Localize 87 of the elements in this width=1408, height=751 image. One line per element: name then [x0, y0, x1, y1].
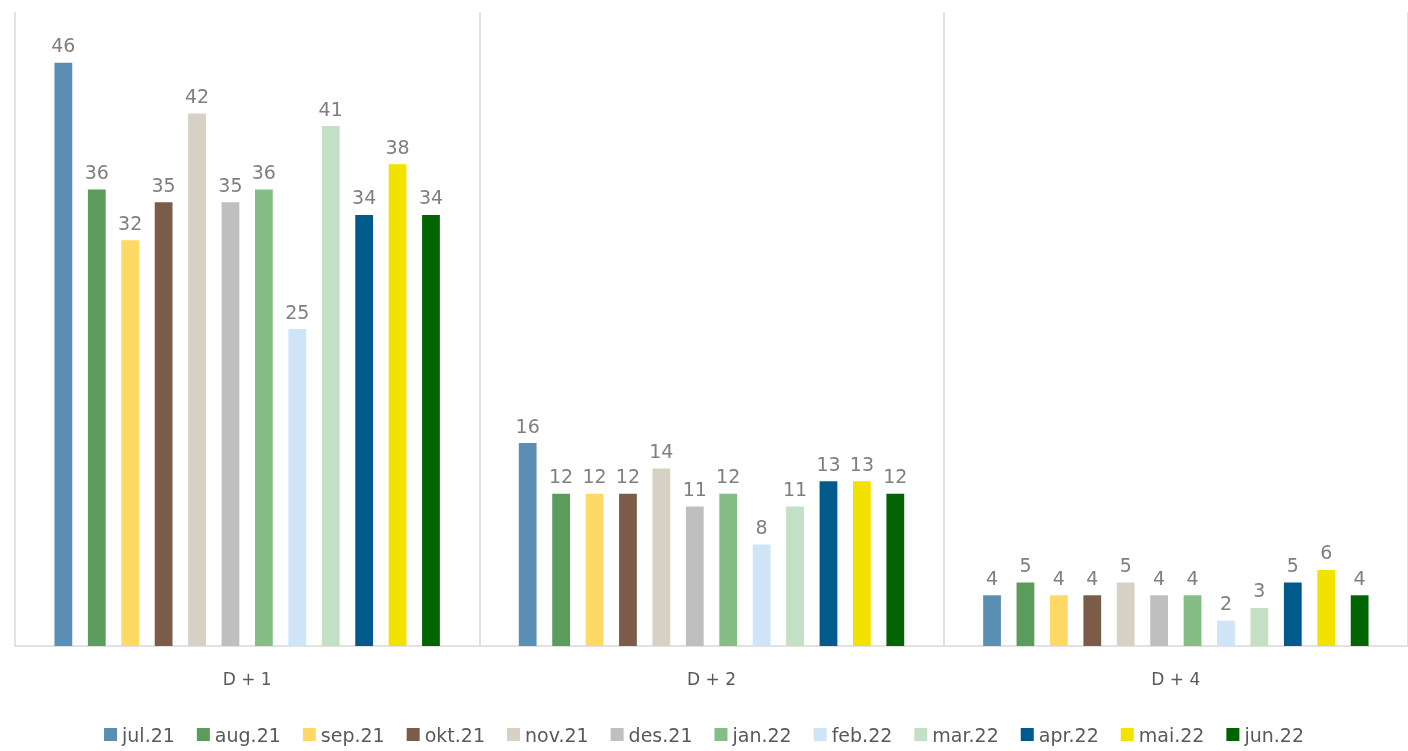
data-label: 13 — [816, 452, 841, 475]
data-label: 34 — [352, 186, 377, 209]
bar — [188, 113, 206, 646]
bar — [121, 240, 140, 646]
data-label: 25 — [285, 300, 310, 323]
x-tick-label: D + 2 — [687, 668, 736, 689]
data-label: 3 — [1253, 579, 1266, 602]
bar — [1350, 595, 1369, 646]
data-label: 4 — [1086, 566, 1099, 589]
legend-label: okt.21 — [424, 723, 485, 746]
data-label: 4 — [985, 566, 999, 589]
data-label: 2 — [1219, 592, 1233, 615]
bar — [1183, 595, 1202, 646]
data-label: 8 — [755, 516, 768, 539]
legend-label: jul.21 — [121, 723, 175, 746]
bar — [422, 214, 440, 646]
bar — [886, 493, 905, 646]
bar — [321, 126, 340, 646]
bar — [87, 189, 106, 646]
bar — [819, 481, 838, 646]
data-label: 4 — [1353, 566, 1366, 589]
data-label: 35 — [218, 173, 243, 196]
bar — [1150, 595, 1169, 646]
legend-label: aug.21 — [214, 723, 281, 746]
legend-label: mar.22 — [932, 723, 999, 746]
bar — [853, 481, 871, 646]
data-label: 6 — [1320, 541, 1333, 564]
bar — [752, 544, 771, 646]
bar — [685, 506, 704, 646]
bar — [1116, 582, 1135, 646]
data-label: 34 — [418, 186, 444, 209]
bar — [652, 468, 671, 646]
legend-label: jun.22 — [1243, 723, 1304, 746]
bar — [54, 62, 73, 646]
x-tick-label: D + 4 — [1151, 668, 1201, 689]
bar — [154, 202, 173, 646]
legend-label: feb.22 — [831, 723, 893, 746]
bar — [221, 202, 240, 646]
data-label: 46 — [51, 34, 76, 57]
data-label: 41 — [318, 97, 343, 120]
legend-label: sep.21 — [320, 723, 385, 746]
bar — [585, 493, 604, 646]
bar — [719, 493, 738, 646]
data-label: 11 — [682, 478, 707, 501]
legend-label: des.21 — [628, 723, 693, 746]
data-label: 38 — [385, 135, 410, 158]
data-label: 14 — [649, 439, 674, 462]
bar — [1083, 595, 1102, 646]
data-label: 32 — [118, 211, 143, 234]
data-label: 4 — [1153, 566, 1166, 589]
data-label: 12 — [615, 465, 641, 488]
legend-label: mai.22 — [1138, 723, 1205, 746]
data-label: 12 — [716, 465, 741, 488]
data-label: 16 — [515, 414, 540, 437]
legend-label: apr.22 — [1038, 723, 1099, 746]
bar — [254, 189, 273, 646]
legend-label: jan.22 — [731, 723, 792, 746]
bar — [518, 443, 537, 646]
data-label: 12 — [883, 465, 908, 488]
bar — [1016, 582, 1035, 646]
bar — [983, 595, 1001, 646]
data-label: 36 — [84, 161, 109, 184]
data-label: 4 — [1186, 566, 1199, 589]
bar — [288, 329, 307, 646]
bar — [1250, 607, 1269, 646]
data-label: 5 — [1286, 554, 1299, 577]
bar — [1317, 569, 1336, 646]
data-label: 11 — [782, 478, 808, 501]
bar — [1283, 582, 1302, 646]
data-label: 42 — [184, 84, 210, 107]
data-label: 12 — [549, 465, 574, 488]
bar — [355, 214, 374, 646]
data-label: 13 — [849, 452, 874, 475]
bar — [1049, 595, 1068, 646]
data-label: 36 — [251, 161, 276, 184]
x-tick-label: D + 1 — [222, 668, 272, 689]
data-label: 35 — [151, 173, 176, 196]
bar — [786, 506, 804, 646]
data-label: 4 — [1052, 566, 1065, 589]
bar — [388, 164, 407, 646]
bar — [552, 493, 570, 646]
bar — [619, 493, 637, 646]
data-label: 12 — [582, 465, 607, 488]
legend-label: nov.21 — [524, 723, 589, 746]
data-label: 5 — [1019, 554, 1032, 577]
data-label: 5 — [1119, 554, 1132, 577]
bar — [1217, 620, 1235, 646]
